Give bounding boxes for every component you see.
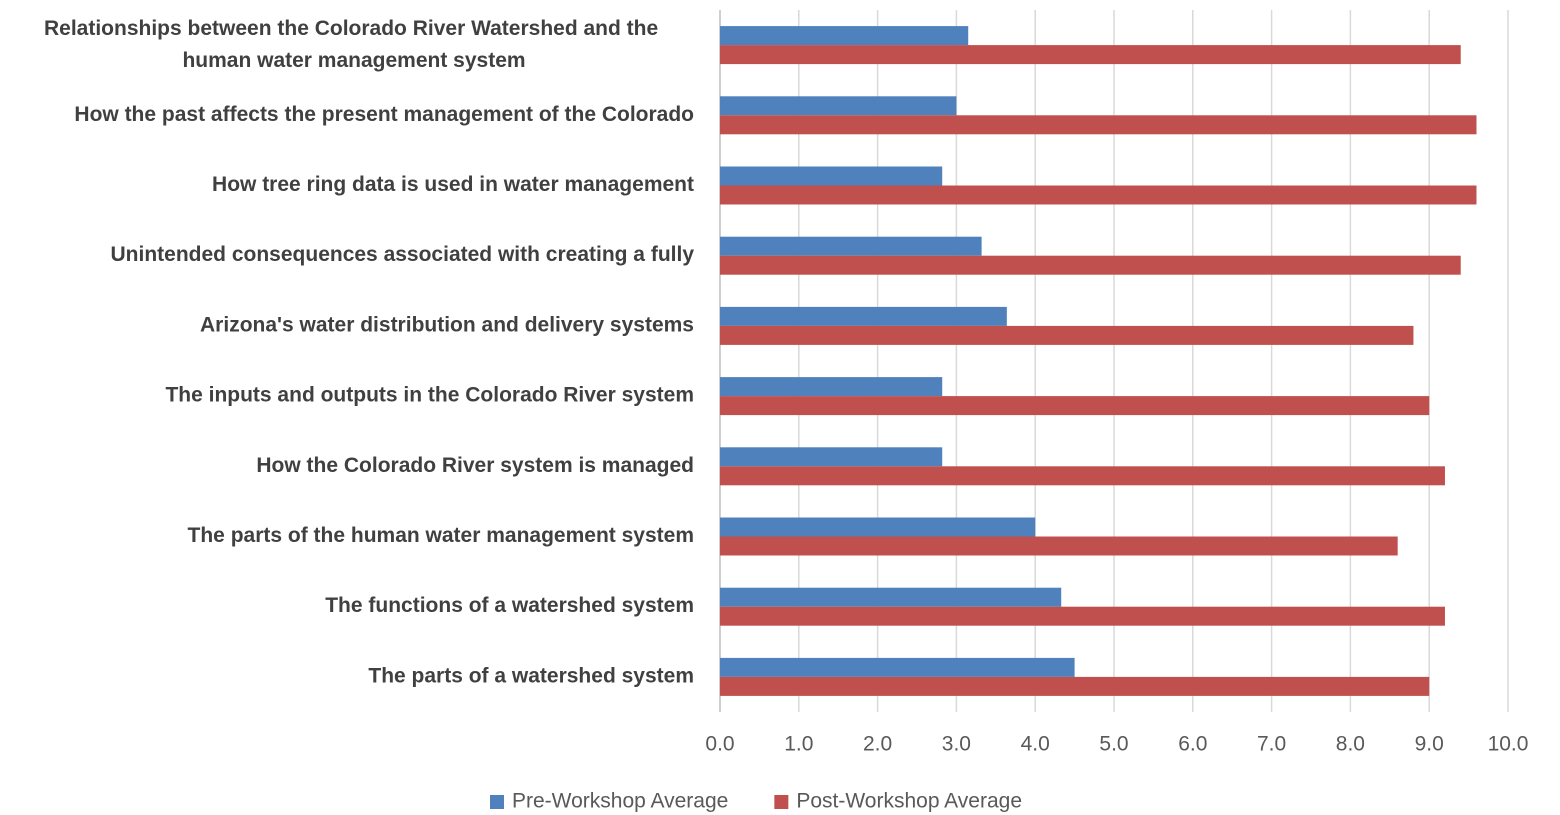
legend-label: Pre-Workshop Average [512, 790, 728, 813]
y-tick-label: How the past affects the present managem… [74, 103, 694, 126]
x-tick-label: 0.0 [705, 733, 734, 756]
bar [720, 377, 943, 397]
bar [720, 306, 1007, 326]
y-tick-label: How tree ring data is used in water mana… [212, 173, 694, 196]
y-tick-label: The inputs and outputs in the Colorado R… [165, 384, 694, 407]
x-tick-label: 2.0 [863, 733, 892, 756]
x-tick-label: 4.0 [1021, 733, 1050, 756]
x-tick-label: 10.0 [1488, 733, 1529, 756]
bar [720, 96, 957, 116]
x-tick-label: 6.0 [1178, 733, 1207, 756]
legend-swatch [774, 795, 789, 809]
x-tick-label: 8.0 [1336, 733, 1365, 756]
bar [720, 606, 1445, 626]
bar [720, 45, 1461, 65]
x-tick-label: 1.0 [784, 733, 813, 756]
bar [720, 657, 1075, 677]
x-tick-label: 5.0 [1099, 733, 1128, 756]
bar [720, 236, 982, 256]
bar [720, 166, 943, 186]
legend-label: Post-Workshop Average [796, 790, 1022, 813]
bar [720, 325, 1414, 345]
x-tick-label: 9.0 [1415, 733, 1444, 756]
y-tick-label: Unintended consequences associated with … [111, 243, 695, 266]
bar [720, 536, 1398, 556]
bar [720, 587, 1062, 607]
bar [720, 26, 969, 46]
x-tick-label: 7.0 [1257, 733, 1286, 756]
bar [720, 115, 1477, 135]
y-tick-label: The parts of the human water management … [188, 524, 694, 547]
y-tick-label: Arizona's water distribution and deliver… [200, 313, 694, 336]
bar [720, 517, 1036, 537]
x-tick-label: 3.0 [942, 733, 971, 756]
bar [720, 466, 1445, 486]
legend-swatch [490, 795, 504, 809]
bar [720, 255, 1461, 275]
y-tick-label: The parts of a watershed system [368, 664, 694, 687]
y-tick-label: How the Colorado River system is managed [256, 454, 694, 477]
bar [720, 185, 1477, 205]
bar [720, 676, 1430, 696]
y-tick-label: Relationships between the Colorado River… [44, 17, 664, 72]
y-tick-label: The functions of a watershed system [325, 594, 694, 617]
bar [720, 396, 1430, 416]
bar [720, 447, 943, 467]
